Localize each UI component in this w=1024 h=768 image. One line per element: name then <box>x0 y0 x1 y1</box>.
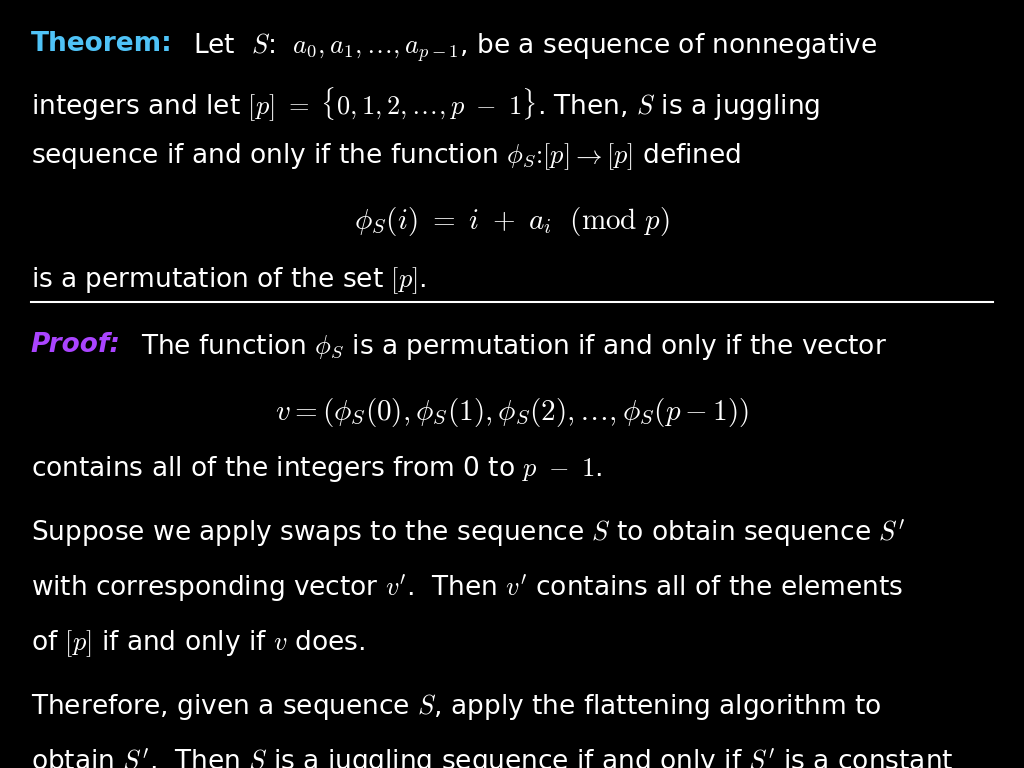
Text: Theorem:: Theorem: <box>31 31 172 57</box>
Text: Let  $S$:  $a_0, a_1, \ldots, a_{p-1}$, be a sequence of nonnegative: Let $S$: $a_0, a_1, \ldots, a_{p-1}$, be… <box>193 31 877 64</box>
Text: $\phi_S(i)\ =\ i\ +\ a_i\ \ (\mathrm{mod}\ p)$: $\phi_S(i)\ =\ i\ +\ a_i\ \ (\mathrm{mod… <box>354 205 670 238</box>
Text: Therefore, given a sequence $S$, apply the flattening algorithm to: Therefore, given a sequence $S$, apply t… <box>31 691 882 721</box>
Text: with corresponding vector $v'$.  Then $v'$ contains all of the elements: with corresponding vector $v'$. Then $v'… <box>31 573 903 604</box>
Text: obtain $S'$.  Then $S$ is a juggling sequence if and only if $S'$ is a constant: obtain $S'$. Then $S$ is a juggling sequ… <box>31 746 953 768</box>
Text: Suppose we apply swaps to the sequence $S$ to obtain sequence $S'$: Suppose we apply swaps to the sequence $… <box>31 518 905 549</box>
Text: The function $\phi_S$ is a permutation if and only if the vector: The function $\phi_S$ is a permutation i… <box>141 332 887 362</box>
Text: of $[p]$ if and only if $v$ does.: of $[p]$ if and only if $v$ does. <box>31 628 365 659</box>
Text: contains all of the integers from 0 to $p\ -\ 1$.: contains all of the integers from 0 to $… <box>31 454 602 484</box>
Text: is a permutation of the set $[p]$.: is a permutation of the set $[p]$. <box>31 266 426 296</box>
Text: integers and let $[p]\ =\ \{0, 1, 2, \ldots, p\ -\ 1\}$. Then, $S$ is a juggling: integers and let $[p]\ =\ \{0, 1, 2, \ld… <box>31 86 820 124</box>
Text: sequence if and only if the function $\phi_S\colon [p] \to [p]$ defined: sequence if and only if the function $\p… <box>31 141 741 172</box>
Text: $v = (\phi_S(0), \phi_S(1), \phi_S(2), \ldots, \phi_S(p-1))$: $v = (\phi_S(0), \phi_S(1), \phi_S(2), \… <box>275 396 749 429</box>
Text: Proof:: Proof: <box>31 332 121 358</box>
